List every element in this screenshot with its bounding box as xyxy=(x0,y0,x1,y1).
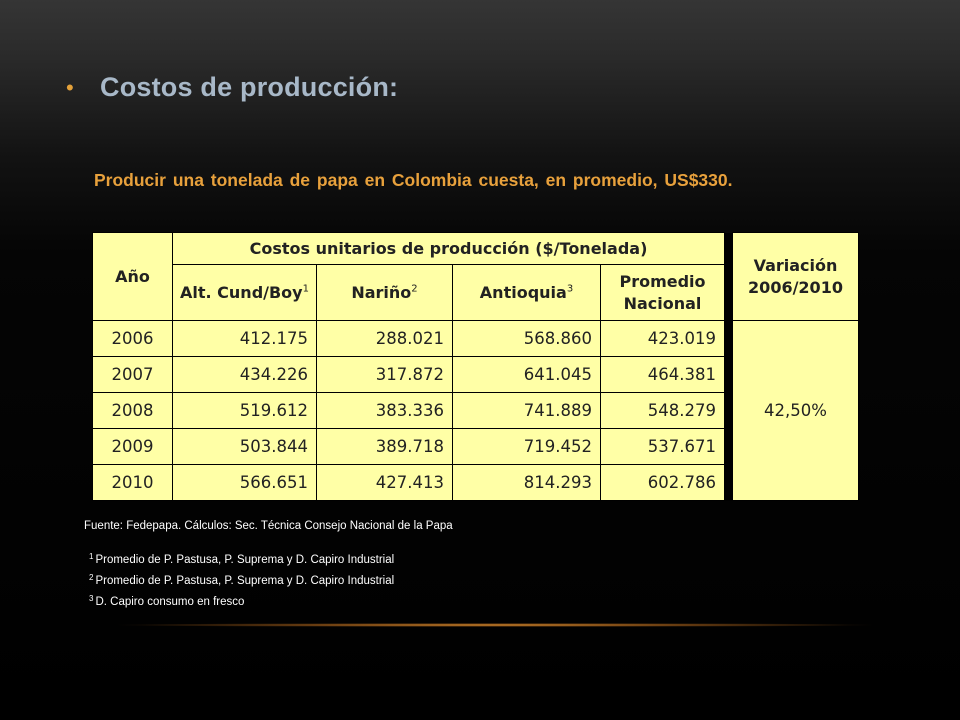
cell-alt-cund-boy: 566.651 xyxy=(172,464,317,501)
footnote-ref-3: 3 xyxy=(566,283,574,295)
cell-year: 2008 xyxy=(92,392,173,429)
header-antioquia-label: Antioquia xyxy=(479,282,567,302)
slide-heading: • Costos de producción: xyxy=(66,72,398,103)
cell-narino: 288.021 xyxy=(316,320,453,357)
footnote-text: Promedio de P. Pastusa, P. Suprema y D. … xyxy=(95,575,395,587)
footnote-number: 3 xyxy=(89,594,94,603)
header-year: Año xyxy=(92,232,173,321)
cell-alt-cund-boy: 503.844 xyxy=(172,428,317,465)
cell-promedio-nacional: 423.019 xyxy=(600,320,725,357)
header-alt-cund-boy: Alt. Cund/Boy1 xyxy=(172,264,317,321)
cell-antioquia: 719.452 xyxy=(452,428,601,465)
cell-antioquia: 641.045 xyxy=(452,356,601,393)
footnote-1: 1 Promedio de P. Pastusa, P. Suprema y D.… xyxy=(89,548,394,569)
cell-variation: 42,50% xyxy=(732,320,859,501)
header-variation-label: Variación 2006/2010 xyxy=(748,255,843,297)
footnote-3: 3 D. Capiro consumo en fresco xyxy=(89,590,394,611)
source-note: Fuente: Fedepapa. Cálculos: Sec. Técnica… xyxy=(84,520,453,532)
header-promedio-nacional: Promedio Nacional xyxy=(600,264,725,321)
header-antioquia: Antioquia3 xyxy=(452,264,601,321)
cell-alt-cund-boy: 519.612 xyxy=(172,392,317,429)
cell-narino: 427.413 xyxy=(316,464,453,501)
column-gap xyxy=(724,320,733,501)
cell-narino: 383.336 xyxy=(316,392,453,429)
footnote-ref-2: 2 xyxy=(411,283,418,295)
footnote-number: 2 xyxy=(89,573,94,582)
slide-title: Costos de producción: xyxy=(100,72,399,102)
footnotes: 1 Promedio de P. Pastusa, P. Suprema y D.… xyxy=(89,548,394,611)
cell-antioquia: 568.860 xyxy=(452,320,601,357)
cell-promedio-nacional: 602.786 xyxy=(600,464,725,501)
cell-promedio-nacional: 548.279 xyxy=(600,392,725,429)
cell-year: 2009 xyxy=(92,428,173,465)
cell-promedio-nacional: 464.381 xyxy=(600,356,725,393)
column-gap xyxy=(724,232,733,321)
cell-promedio-nacional: 537.671 xyxy=(600,428,725,465)
header-variation: Variación 2006/2010 xyxy=(732,232,859,321)
decorative-glow-line xyxy=(110,623,880,627)
footnote-text: D. Capiro consumo en fresco xyxy=(95,596,245,608)
cell-antioquia: 814.293 xyxy=(452,464,601,501)
cell-narino: 389.718 xyxy=(316,428,453,465)
footnote-number: 1 xyxy=(89,552,94,561)
bullet-marker: • xyxy=(66,74,74,100)
cell-alt-cund-boy: 412.175 xyxy=(172,320,317,357)
cell-year: 2010 xyxy=(92,464,173,501)
header-narino: Nariño2 xyxy=(316,264,453,321)
header-alt-cund-boy-label: Alt. Cund/Boy xyxy=(180,282,303,302)
header-narino-label: Nariño xyxy=(351,282,412,302)
cell-narino: 317.872 xyxy=(316,356,453,393)
cell-alt-cund-boy: 434.226 xyxy=(172,356,317,393)
cell-year: 2006 xyxy=(92,320,173,357)
footnote-2: 2 Promedio de P. Pastusa, P. Suprema y D.… xyxy=(89,569,394,590)
cell-antioquia: 741.889 xyxy=(452,392,601,429)
footnote-ref-1: 1 xyxy=(302,283,309,295)
cell-year: 2007 xyxy=(92,356,173,393)
production-costs-table: Año Costos unitarios de producción ($/To… xyxy=(92,232,859,501)
header-unit-costs: Costos unitarios de producción ($/Tonela… xyxy=(172,232,725,265)
footnote-text: Promedio de P. Pastusa, P. Suprema y D. … xyxy=(95,554,395,566)
header-promedio-nacional-label: Promedio Nacional xyxy=(619,271,706,313)
summary-statement: Producir una tonelada de papa en Colombi… xyxy=(94,170,733,190)
